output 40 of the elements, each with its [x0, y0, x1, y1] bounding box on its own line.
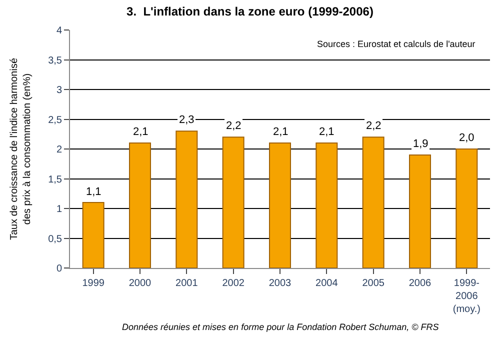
y-tick-label: 2,5 — [48, 114, 62, 126]
y-tick-label: 4 — [56, 26, 62, 36]
x-tick-label: 2002 — [222, 278, 245, 289]
data-label: 2,1 — [133, 126, 148, 138]
x-tick-label: 2003 — [268, 278, 292, 289]
y-tick-label: 1,5 — [48, 174, 62, 186]
y-tick-label: 3 — [56, 85, 62, 96]
data-label: 2,2 — [366, 120, 382, 132]
data-label: 2,0 — [459, 132, 474, 144]
chart-title: 3. L'inflation dans la zone euro (1999-2006) — [126, 4, 374, 19]
data-label: 2,1 — [273, 126, 288, 138]
bar — [129, 142, 151, 268]
y-tick-label: 3,5 — [48, 55, 62, 66]
y-tick-label: 0,5 — [48, 234, 62, 245]
y-tick-label: 2 — [56, 144, 62, 156]
bar — [362, 136, 384, 268]
y-tick-label: 1 — [56, 204, 62, 215]
bar — [456, 148, 478, 268]
text: Données réunies et mises en forme pour la Fondation Robert Schuman, © FRS — [122, 322, 439, 332]
x-tick-label: 2001 — [176, 278, 198, 289]
x-tick-label: 1999- 2006 (moy.) — [452, 278, 480, 315]
x-tick-label: 2006 — [408, 278, 432, 289]
bar — [316, 142, 338, 268]
x-tick-label: 2005 — [362, 278, 385, 289]
x-tick-label: 1999 — [82, 278, 105, 289]
y-tick-label: 0 — [56, 264, 62, 274]
data-label: 2,2 — [226, 120, 242, 132]
x-tick-label: 2000 — [128, 278, 152, 289]
bar — [222, 136, 244, 268]
data-label: 1,9 — [413, 138, 428, 150]
data-label: 1,1 — [86, 186, 102, 198]
y-axis-title: Taux de croissance de l'indice harmonisé des prix à la consommation (en%) — [9, 58, 34, 240]
data-label: 2,1 — [319, 126, 334, 138]
x-tick-label: 2004 — [316, 278, 338, 289]
data-label: 2,3 — [179, 114, 194, 126]
bar — [82, 202, 104, 268]
annotation: Sources : Eurostat et calculs de l'auteur — [317, 39, 476, 49]
bar — [409, 154, 431, 268]
bar — [269, 142, 291, 268]
bar — [176, 130, 198, 268]
